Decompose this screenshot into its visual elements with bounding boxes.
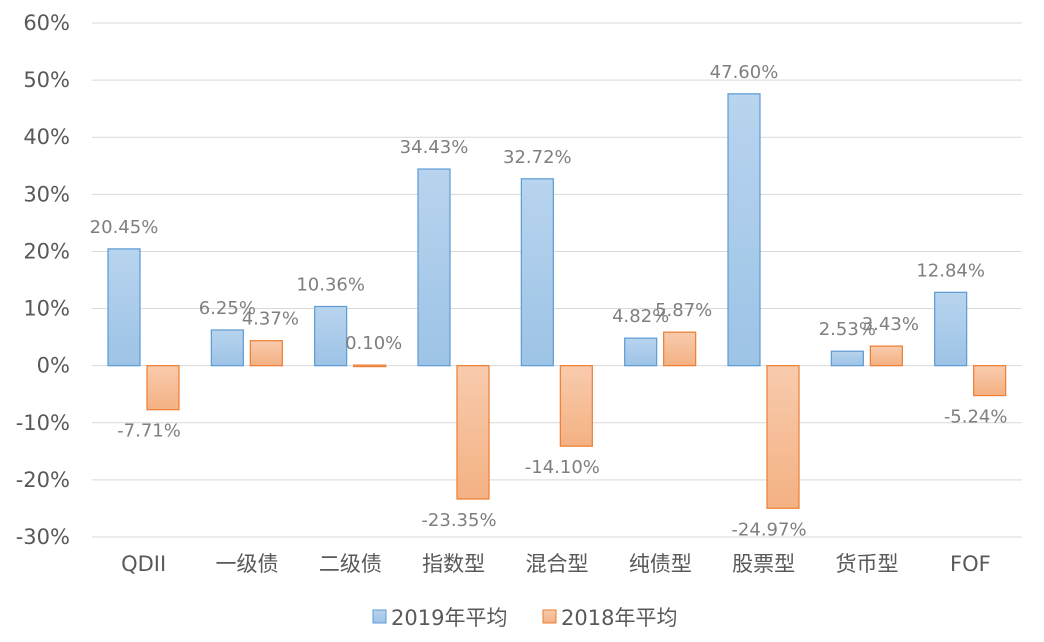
legend-label: 2019年平均 [391, 606, 507, 630]
data-label: 4.37% [242, 309, 299, 330]
y-axis: 60% 50% 40% 30% 20% 10% 0% -10% -20% -30% [16, 11, 70, 549]
y-tick-label: 10% [23, 297, 70, 321]
x-tick-label: 一级债 [216, 552, 279, 576]
data-label: 10.36% [296, 274, 365, 295]
data-label: 2.53% [819, 319, 876, 340]
x-tick-label: QDII [121, 552, 166, 576]
y-tick-label: 20% [23, 239, 70, 263]
bar-2018 [146, 365, 180, 411]
data-label: 12.84% [916, 260, 985, 281]
legend-swatch [372, 609, 387, 624]
data-label: -7.71% [117, 421, 181, 442]
y-tick-label: 40% [23, 125, 70, 149]
data-label: 4.82% [612, 306, 669, 327]
x-tick-label: 二级债 [319, 552, 382, 576]
x-tick-label: 指数型 [422, 552, 485, 576]
y-tick-label: -30% [16, 525, 70, 549]
data-label: 20.45% [90, 217, 159, 238]
bar-2019 [107, 248, 141, 367]
data-label: 5.87% [655, 300, 712, 321]
bar-2019 [830, 350, 864, 367]
bar-2019 [417, 168, 451, 367]
bar-2019 [314, 305, 348, 367]
data-label: -24.97% [731, 519, 806, 540]
legend-label: 2018年平均 [561, 606, 677, 630]
data-label: -14.10% [525, 457, 600, 478]
bar-2018 [766, 365, 800, 509]
data-label: -5.24% [944, 407, 1008, 428]
data-labels: 20.45% -7.71% 6.25%4.37% 10.36% 0.10% 34.43% -… [90, 62, 1008, 540]
data-label: -23.35% [421, 510, 496, 531]
x-tick-label: 股票型 [732, 552, 795, 576]
x-axis: QDII 一级债 二级债 指数型 混合型 纯债型 股票型 货币型 FOF [121, 552, 991, 576]
y-tick-label: 0% [37, 354, 70, 378]
gridlines [92, 22, 1022, 538]
x-tick-label: 货币型 [836, 552, 899, 576]
y-tick-label: 50% [23, 68, 70, 92]
x-tick-label: FOF [950, 552, 991, 576]
plot-area [107, 93, 1007, 509]
bar-2018 [559, 365, 593, 447]
y-tick-label: 30% [23, 182, 70, 206]
x-tick-label: 纯债型 [629, 552, 692, 576]
bar-2019 [624, 337, 658, 367]
data-label: 47.60% [710, 62, 779, 83]
bar-2019 [210, 329, 244, 367]
data-label: 0.10% [345, 333, 402, 354]
bar-2018 [456, 365, 490, 500]
bar-2018 [663, 331, 697, 367]
bar-2019 [934, 291, 968, 367]
bar-2018 [353, 364, 387, 368]
bar-2018 [869, 345, 903, 367]
data-label: 3.43% [862, 314, 919, 335]
data-label: 6.25% [199, 298, 256, 319]
y-tick-label: -20% [16, 468, 70, 492]
legend: 2019年平均 2018年平均 [372, 606, 677, 630]
bar-2018 [973, 365, 1007, 397]
bar-2019 [727, 93, 761, 367]
legend-swatch [542, 609, 557, 624]
bar-2018 [249, 340, 283, 367]
y-tick-label: -10% [16, 411, 70, 435]
x-tick-label: 混合型 [526, 552, 589, 576]
y-tick-label: 60% [23, 11, 70, 35]
bar-2019 [520, 178, 554, 367]
data-label: 34.43% [400, 137, 469, 158]
data-label: 32.72% [503, 147, 572, 168]
